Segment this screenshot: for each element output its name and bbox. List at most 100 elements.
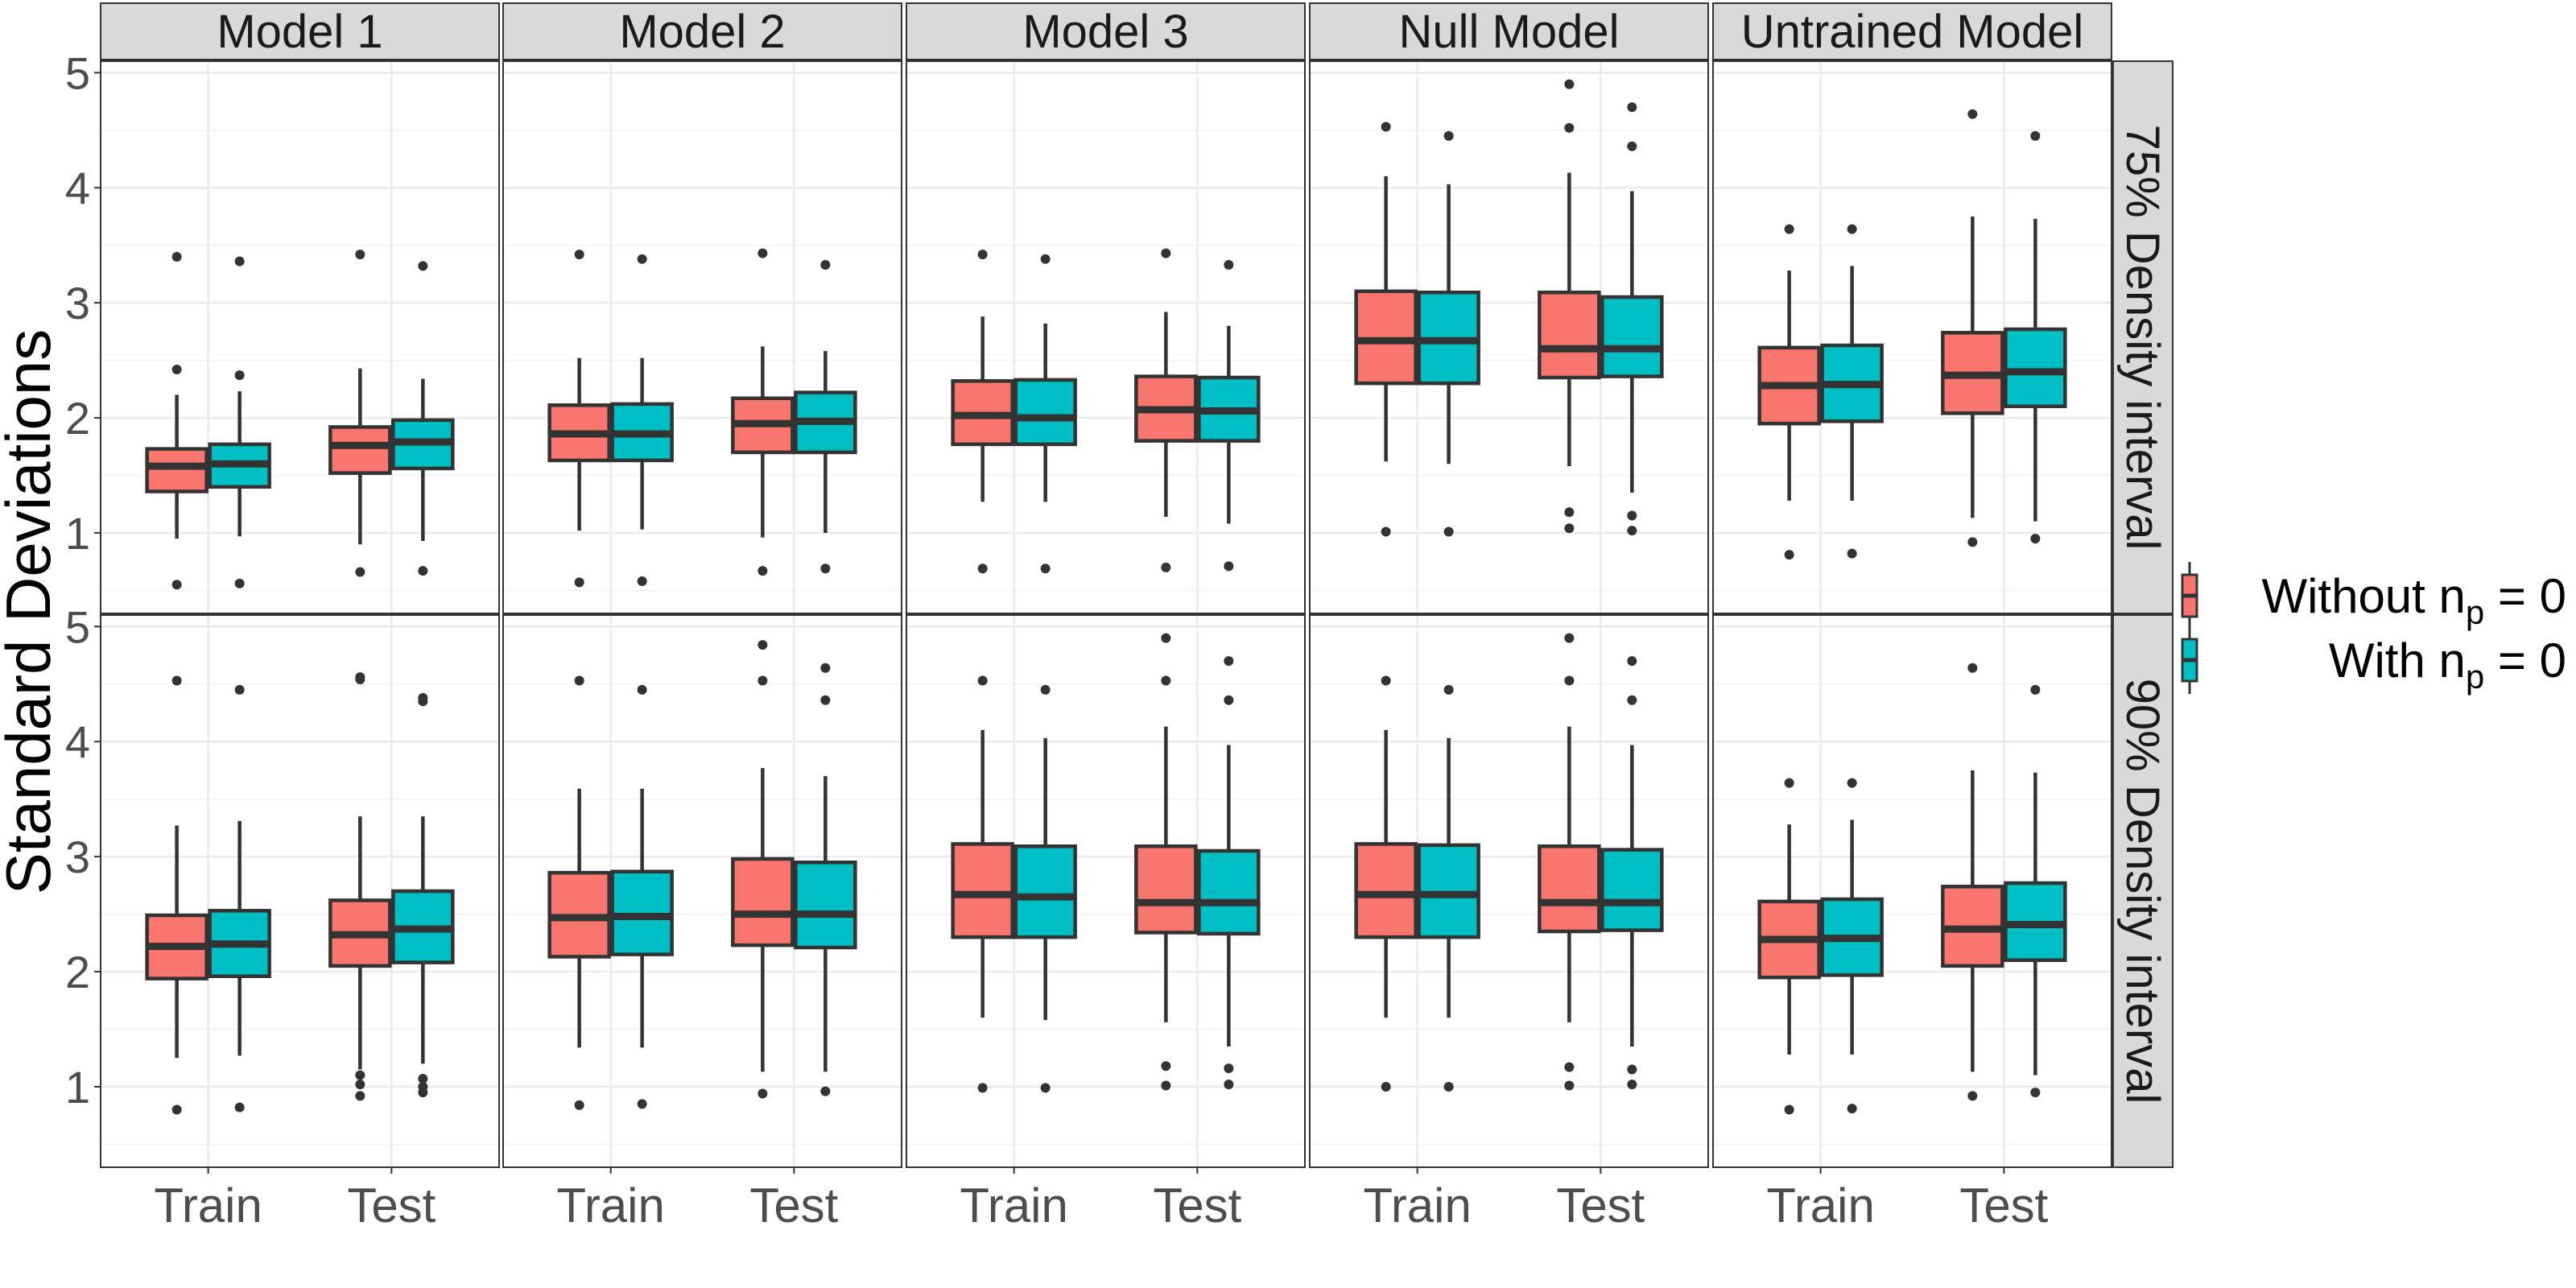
outlier-point bbox=[574, 675, 584, 686]
strip-background bbox=[100, 2, 500, 60]
box-iqr bbox=[328, 425, 392, 475]
outlier-point bbox=[1224, 656, 1234, 667]
box-train-without bbox=[951, 675, 1014, 1093]
legend-label-text: Without n bbox=[2261, 569, 2465, 623]
x-axis-null-model: Train Test bbox=[1363, 1167, 1645, 1232]
box-train-with bbox=[1820, 778, 1884, 1114]
box-test-without bbox=[1941, 109, 2004, 547]
outlier-point bbox=[1443, 1081, 1454, 1092]
box-test-without bbox=[1134, 633, 1198, 1091]
outlier-point bbox=[1381, 1081, 1391, 1092]
box-iqr bbox=[951, 842, 1014, 939]
outlier-point bbox=[1224, 561, 1234, 572]
box-test-without bbox=[1538, 79, 1601, 534]
outlier-point bbox=[637, 254, 647, 264]
box-iqr bbox=[1538, 844, 1601, 934]
outlier-point bbox=[355, 1080, 365, 1090]
outlier-point bbox=[171, 251, 182, 262]
outlier-point bbox=[355, 1070, 365, 1080]
outlier-point bbox=[1784, 1104, 1794, 1115]
outlier-point bbox=[1564, 523, 1575, 534]
legend-label-subscript: p bbox=[2466, 593, 2484, 631]
facet-panels: Model 1 Model 2 Model 3 Null Model Untrained… bbox=[65, 2, 2174, 1232]
x-axis-untrained-model: Train Test bbox=[1766, 1167, 2049, 1232]
row-strip-75-density-interval: 75% Density interval bbox=[2112, 60, 2174, 614]
outlier-point bbox=[1627, 695, 1637, 705]
outlier-point bbox=[1443, 130, 1454, 141]
outlier-point bbox=[1040, 684, 1051, 695]
legend-label-suffix: = 0 bbox=[2484, 569, 2566, 623]
outlier-point bbox=[977, 675, 988, 686]
panel-border bbox=[906, 60, 1306, 614]
outlier-point bbox=[355, 1091, 365, 1101]
x-tick-label: Train bbox=[556, 1179, 664, 1232]
outlier-point bbox=[1784, 224, 1794, 234]
panel-border bbox=[100, 60, 500, 614]
outlier-point bbox=[820, 564, 831, 574]
legend-item-with: With np = 0 bbox=[2181, 626, 2566, 696]
y-axis-title: Standard Deviations bbox=[0, 329, 64, 894]
strip-label: Model 1 bbox=[217, 6, 382, 58]
row-strip-label: 90% Density interval bbox=[2116, 679, 2169, 1104]
outlier-point bbox=[1381, 675, 1391, 686]
outlier-point bbox=[1161, 675, 1171, 686]
box-test-without bbox=[731, 248, 795, 576]
box-test-without bbox=[1538, 633, 1601, 1091]
box-test-with bbox=[1197, 259, 1261, 572]
strip-label: Model 3 bbox=[1022, 6, 1188, 58]
y-tick-label: 3 bbox=[65, 832, 90, 882]
outlier-point bbox=[355, 672, 365, 683]
box-iqr bbox=[1013, 844, 1077, 939]
legend-item-without: Without np = 0 bbox=[2181, 562, 2566, 631]
y-tick-label: 3 bbox=[65, 278, 90, 328]
outlier-point bbox=[1564, 633, 1575, 643]
outlier-point bbox=[820, 663, 831, 673]
outlier-point bbox=[1847, 548, 1857, 559]
x-tick-label: Train bbox=[154, 1179, 262, 1232]
outlier-point bbox=[758, 640, 768, 650]
panel-model-3-75-density-interval bbox=[906, 60, 1306, 614]
outlier-point bbox=[758, 248, 768, 258]
box-iqr bbox=[1197, 848, 1261, 936]
strip-background bbox=[502, 2, 902, 60]
panel-border bbox=[1712, 60, 2112, 614]
outlier-point bbox=[355, 567, 365, 577]
outlier-point bbox=[637, 576, 647, 586]
panel-border bbox=[502, 614, 902, 1168]
panel-border bbox=[906, 614, 1306, 1168]
outlier-point bbox=[574, 577, 584, 588]
box-train-with bbox=[208, 256, 271, 588]
strip-untrained-model: Untrained Model bbox=[1712, 2, 2112, 60]
strip-background bbox=[1712, 2, 2112, 60]
box-iqr bbox=[1013, 378, 1077, 447]
box-test-with bbox=[1600, 656, 1664, 1090]
x-tick-label: Train bbox=[960, 1179, 1067, 1232]
outlier-point bbox=[1564, 1080, 1575, 1091]
outlier-point bbox=[1627, 656, 1637, 667]
x-tick-label: Train bbox=[1363, 1179, 1471, 1232]
outlier-point bbox=[574, 1100, 584, 1110]
outlier-point bbox=[758, 566, 768, 576]
outlier-point bbox=[1224, 259, 1234, 270]
outlier-point bbox=[1224, 1063, 1234, 1074]
outlier-point bbox=[2030, 1088, 2041, 1098]
outlier-point bbox=[418, 692, 428, 703]
outlier-point bbox=[1967, 109, 1978, 119]
outlier-point bbox=[1627, 526, 1637, 536]
outlier-point bbox=[418, 1073, 428, 1084]
y-axis-75-density-interval: 1 2 3 4 5 bbox=[65, 47, 101, 559]
box-train-with bbox=[1820, 224, 1884, 559]
panel-border bbox=[1712, 614, 2112, 1168]
panel-untrained-model-75-density-interval bbox=[1712, 60, 2112, 614]
box-train-with bbox=[1013, 254, 1077, 574]
panel-model-1-90-density-interval bbox=[100, 614, 500, 1168]
row-strip-90-density-interval: 90% Density interval bbox=[2112, 614, 2174, 1168]
box-iqr bbox=[1600, 848, 1664, 932]
box-test-without bbox=[1941, 663, 2004, 1101]
box-train-with bbox=[610, 684, 674, 1109]
outlier-point bbox=[1224, 1080, 1234, 1090]
outlier-point bbox=[1847, 1104, 1857, 1114]
box-train-without bbox=[1757, 224, 1821, 560]
outlier-point bbox=[1040, 254, 1051, 264]
